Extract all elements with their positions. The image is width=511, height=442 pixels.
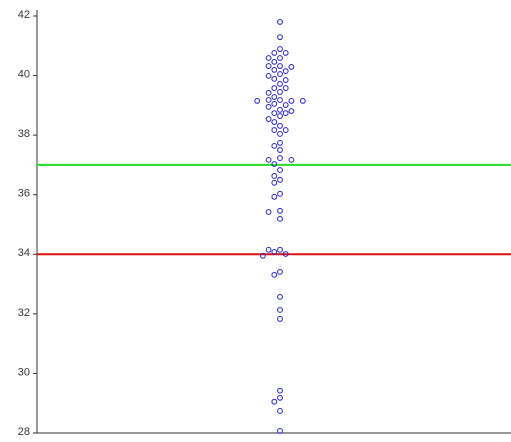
point [282,251,289,257]
point [277,46,283,52]
point [271,50,278,56]
y-tick-label: 32 [18,307,30,319]
point [271,67,278,73]
point [277,139,283,146]
point [265,246,272,253]
point [282,50,289,56]
point [277,106,283,113]
point [271,110,278,117]
y-tick-label: 40 [18,68,30,80]
point [282,102,289,108]
point [277,155,283,161]
point [277,63,283,69]
point [277,428,283,434]
y-tick-label: 30 [18,366,30,378]
point [282,77,289,83]
point [265,89,272,96]
point [277,307,283,313]
point [277,408,283,414]
point [282,110,289,117]
point [260,252,266,259]
point [265,103,272,110]
point [254,97,261,104]
point [277,215,283,222]
point [277,71,283,77]
point [265,55,272,61]
point [282,127,289,133]
point [277,131,283,137]
point [271,161,278,167]
point [277,246,283,253]
point [265,97,272,103]
point [277,147,283,153]
y-tick-label: 34 [18,247,30,259]
point [282,68,289,75]
point [271,100,278,107]
point [277,207,283,214]
point [277,55,283,61]
point [271,75,278,82]
point [277,167,283,173]
point [265,156,272,163]
point [299,97,306,104]
point [271,85,278,91]
point [271,94,278,100]
point [277,97,283,103]
point [277,113,283,119]
y-tick-label: 36 [18,188,30,200]
y-tick-label: 28 [18,426,30,438]
point [265,72,272,79]
point [277,176,283,183]
point [282,85,289,91]
point [265,116,272,122]
point [277,89,283,95]
point [277,316,283,322]
point [288,64,295,70]
point [271,58,278,65]
point [288,97,295,104]
point [271,142,278,149]
point [271,119,278,125]
point [277,34,283,41]
point [277,190,283,197]
point [271,193,278,200]
point [277,81,283,87]
point [271,271,278,278]
point [288,156,295,163]
point [271,179,278,186]
point [271,398,278,405]
point [277,387,283,394]
point [271,173,278,179]
point [265,63,272,69]
point [277,123,283,129]
point [277,293,283,300]
point [277,268,283,275]
point [265,209,272,215]
point [271,249,278,255]
y-tick-label: 38 [18,128,30,140]
point [277,19,283,25]
point [288,108,295,114]
point [271,127,278,133]
y-tick-label: 42 [18,9,30,21]
point [277,394,283,401]
